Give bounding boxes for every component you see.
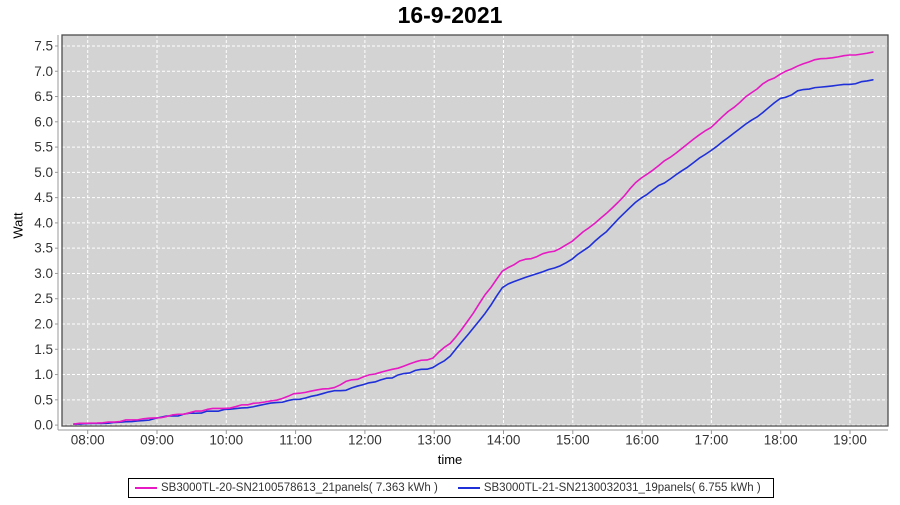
svg-text:6.0: 6.0 <box>34 114 53 129</box>
svg-text:4.0: 4.0 <box>34 215 53 230</box>
svg-text:08:00: 08:00 <box>71 433 105 448</box>
svg-text:16:00: 16:00 <box>625 433 659 448</box>
svg-text:3.0: 3.0 <box>34 266 53 281</box>
svg-text:10:00: 10:00 <box>209 433 243 448</box>
svg-text:12:00: 12:00 <box>348 433 382 448</box>
svg-text:17:00: 17:00 <box>695 433 729 448</box>
svg-text:4.5: 4.5 <box>34 190 53 205</box>
svg-text:1.0: 1.0 <box>34 367 53 382</box>
svg-text:7.5: 7.5 <box>34 38 53 53</box>
svg-text:2.5: 2.5 <box>34 291 53 306</box>
svg-text:3.5: 3.5 <box>34 241 53 256</box>
svg-text:13:00: 13:00 <box>417 433 451 448</box>
svg-text:09:00: 09:00 <box>140 433 174 448</box>
svg-text:2.0: 2.0 <box>34 317 53 332</box>
svg-text:5.5: 5.5 <box>34 140 53 155</box>
svg-text:11:00: 11:00 <box>279 433 312 448</box>
svg-text:6.5: 6.5 <box>34 89 53 104</box>
svg-text:1.5: 1.5 <box>34 342 53 357</box>
svg-text:0.5: 0.5 <box>34 392 53 407</box>
svg-text:14:00: 14:00 <box>487 433 521 448</box>
svg-text:7.0: 7.0 <box>34 64 53 79</box>
svg-text:15:00: 15:00 <box>556 433 590 448</box>
svg-text:18:00: 18:00 <box>764 433 798 448</box>
svg-text:0.0: 0.0 <box>34 418 53 433</box>
svg-text:5.0: 5.0 <box>34 165 53 180</box>
svg-text:19:00: 19:00 <box>833 433 867 448</box>
